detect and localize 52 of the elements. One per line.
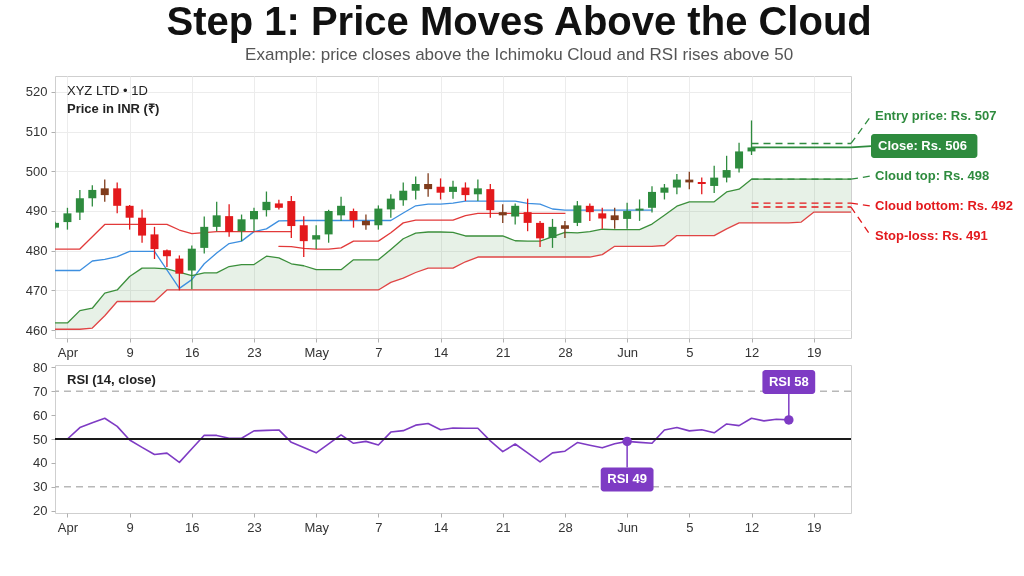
x-tick-label: 19 <box>806 344 822 360</box>
x-tick-label: 19 <box>806 519 822 535</box>
x-tick-label: 28 <box>558 344 573 360</box>
y-tick-label: 80 <box>33 359 48 375</box>
x-tick-label: 9 <box>126 344 134 360</box>
y-axis-title: Price in INR (₹) <box>67 101 160 116</box>
x-tick-label: Apr <box>57 344 79 360</box>
y-tick-label: 30 <box>33 479 48 495</box>
y-tick-label: 460 <box>25 322 48 338</box>
chart-title: Step 1: Price Moves Above the Cloud <box>166 0 872 43</box>
x-tick-label: 5 <box>686 344 694 360</box>
x-tick-label: 21 <box>496 519 511 535</box>
x-tick-label: 5 <box>686 519 694 535</box>
y-tick-label: 20 <box>33 503 48 519</box>
ref-line-label: Close: Rs. 506 <box>878 138 967 154</box>
x-tick-label: 9 <box>126 519 134 535</box>
annotation: XYZ LTD • 1D <box>67 83 148 98</box>
annotation: RSI 58 <box>768 373 809 389</box>
x-tick-label: 16 <box>185 519 200 535</box>
y-tick-label: 520 <box>25 84 48 100</box>
annotation: RSI 49 <box>607 471 647 487</box>
y-tick-label: 470 <box>25 282 48 298</box>
y-tick-label: 510 <box>25 124 48 140</box>
ref-line-label: Entry price: Rs. 507 <box>875 108 997 124</box>
x-tick-label: 21 <box>496 344 511 360</box>
y-tick-label: 50 <box>33 431 48 447</box>
x-tick-label: May <box>304 344 330 360</box>
y-tick-label: 500 <box>25 163 48 179</box>
x-tick-label: 14 <box>433 344 449 360</box>
y-tick-label: 40 <box>33 455 48 471</box>
x-tick-label: 28 <box>558 519 573 535</box>
x-tick-label: 7 <box>375 344 383 360</box>
x-tick-label: 12 <box>744 519 760 535</box>
x-tick-label: 7 <box>375 519 383 535</box>
y-tick-label: 60 <box>33 407 48 423</box>
x-tick-label: May <box>304 519 330 535</box>
x-tick-label: 14 <box>433 519 449 535</box>
chart-subtitle: Example: price closes above the Ichimoku Cloud and RSI rises above 50 <box>245 44 794 64</box>
x-tick-label: Jun <box>617 344 639 360</box>
x-tick-label: 23 <box>247 344 262 360</box>
x-tick-label: 12 <box>744 344 760 360</box>
ref-line-label: Stop-loss: Rs. 491 <box>875 228 988 244</box>
x-tick-label: 16 <box>185 344 200 360</box>
ref-line-label: Cloud bottom: Rs. 492 <box>875 198 1013 214</box>
x-tick-label: Jun <box>617 519 639 535</box>
y-tick-label: 480 <box>25 243 48 259</box>
x-tick-label: 23 <box>247 519 262 535</box>
y-axis-title: RSI (14, close) <box>67 372 156 387</box>
y-tick-label: 70 <box>33 383 48 399</box>
ref-line-label: Cloud top: Rs. 498 <box>875 168 990 184</box>
x-tick-label: Apr <box>57 519 79 535</box>
y-tick-label: 490 <box>25 203 48 219</box>
